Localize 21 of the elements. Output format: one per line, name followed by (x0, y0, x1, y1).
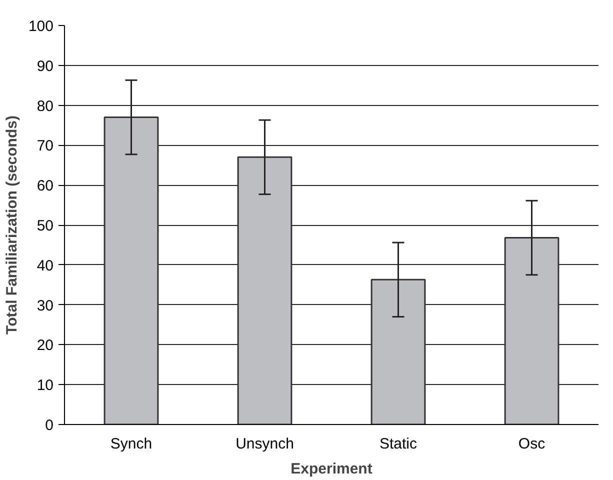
y-tick-label: 70 (36, 138, 54, 155)
x-tick-label: Static (379, 436, 418, 452)
y-tick-label: 100 (28, 18, 54, 35)
y-axis-title: Total Familiarization (seconds) (3, 116, 20, 334)
bar (370, 278, 426, 424)
y-tick-label: 80 (36, 98, 54, 115)
y-tick-label: 90 (36, 58, 54, 75)
y-tick-label: 30 (36, 297, 54, 314)
bar (504, 237, 560, 424)
y-tick-label: 10 (36, 377, 54, 394)
x-axis-title: Experiment (290, 460, 372, 478)
x-tick-label: Osc (518, 436, 546, 452)
y-tick-label: 40 (36, 257, 54, 274)
y-tick-label: 60 (36, 178, 54, 195)
x-tick-label: Unsynch (236, 436, 294, 452)
y-tick-label: 0 (45, 417, 54, 434)
bar (104, 116, 159, 424)
bar (237, 156, 292, 424)
x-tick-label: Synch (110, 436, 152, 452)
y-tick-label: 20 (36, 337, 54, 354)
y-tick-label: 50 (36, 218, 54, 234)
